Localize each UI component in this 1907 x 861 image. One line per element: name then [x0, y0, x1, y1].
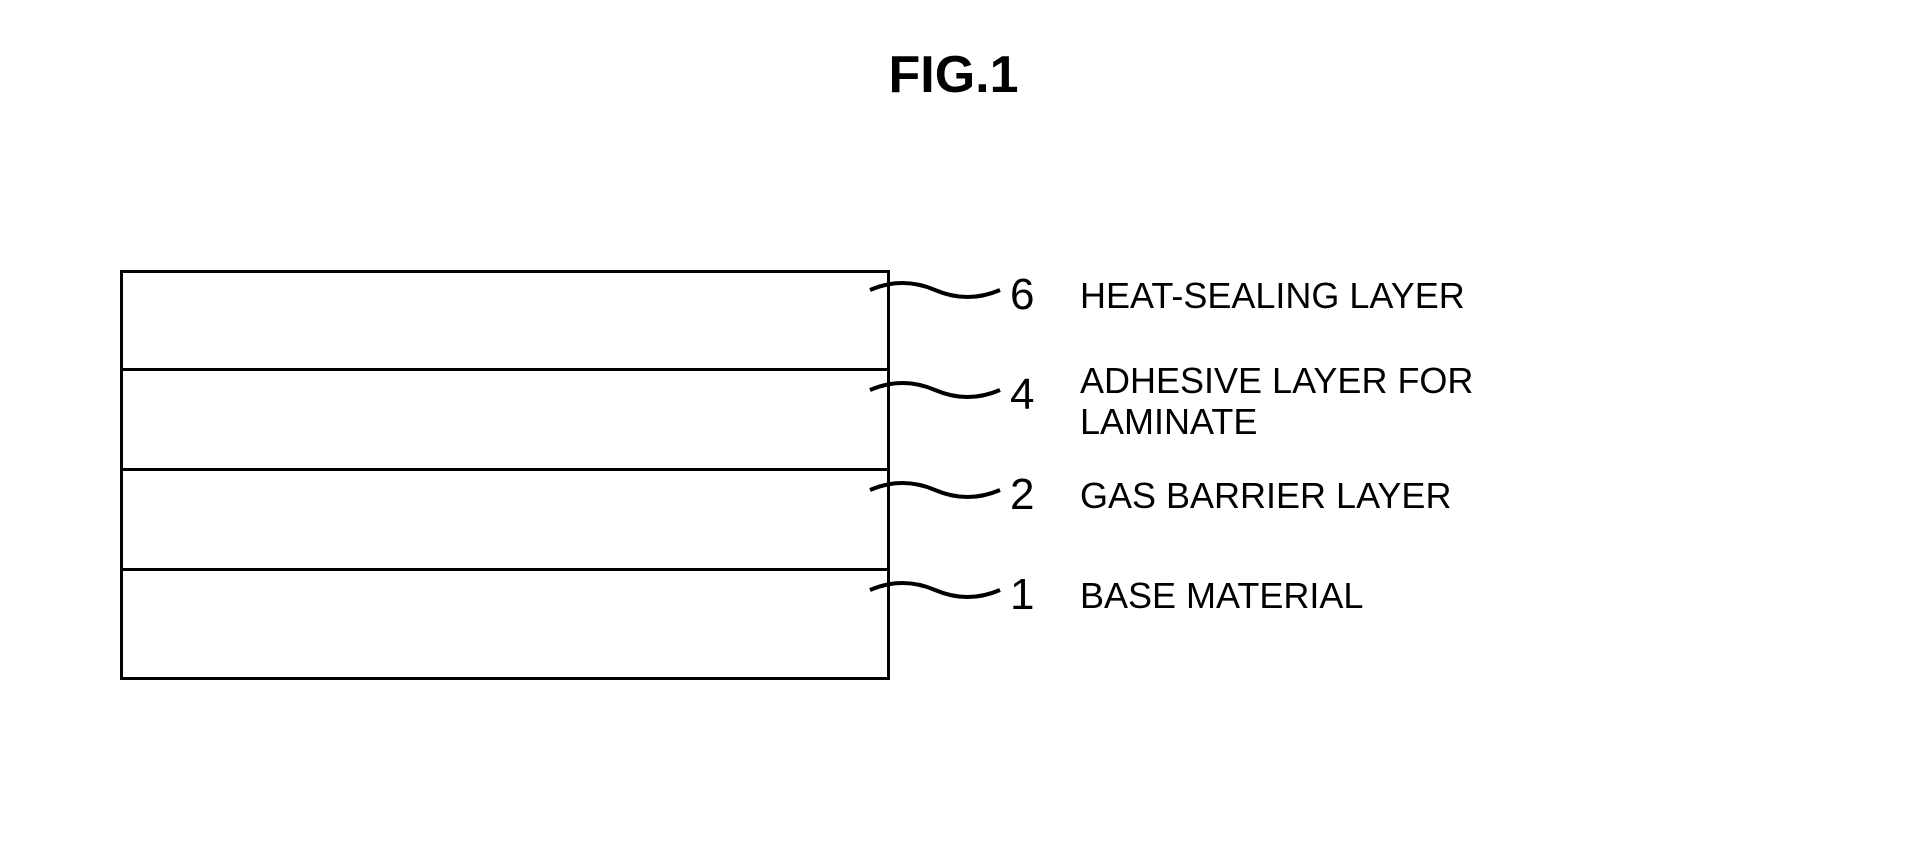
layer-divider-3 — [123, 568, 887, 571]
layer-label-1: BASE MATERIAL — [1080, 575, 1363, 616]
layer-label-4-line2: LAMINATE — [1080, 401, 1473, 442]
layer-label-6: HEAT-SEALING LAYER — [1080, 275, 1465, 316]
figure-title: FIG.1 — [888, 45, 1018, 105]
layer-number-1: 1 — [1010, 570, 1034, 620]
layer-divider-1 — [123, 368, 887, 371]
layer-number-2: 2 — [1010, 470, 1034, 520]
layer-divider-2 — [123, 468, 887, 471]
layer-label-4-line1: ADHESIVE LAYER FOR — [1080, 360, 1473, 401]
layer-number-4: 4 — [1010, 370, 1034, 420]
layer-label-2: GAS BARRIER LAYER — [1080, 475, 1451, 516]
layer-label-4: ADHESIVE LAYER FORLAMINATE — [1080, 360, 1473, 443]
layer-stack-box — [120, 270, 890, 680]
layer-number-6: 6 — [1010, 270, 1034, 320]
